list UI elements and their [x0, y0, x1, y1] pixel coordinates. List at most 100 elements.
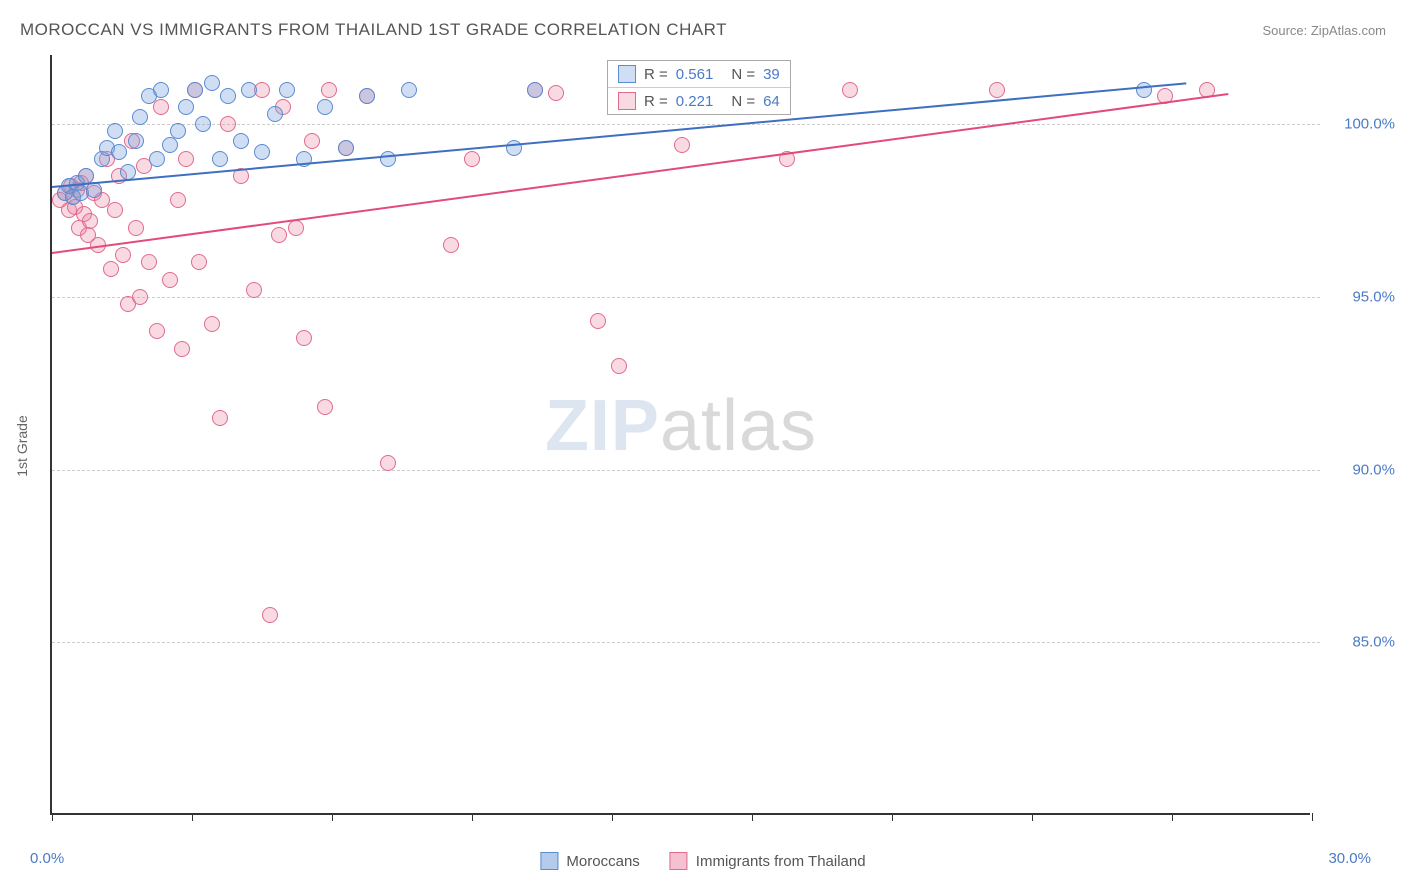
watermark: ZIPatlas: [545, 385, 817, 467]
data-point: [317, 99, 333, 115]
x-tick-mark: [1032, 813, 1033, 821]
data-point: [267, 106, 283, 122]
data-point: [380, 455, 396, 471]
stat-n-value: 39: [763, 66, 780, 83]
data-point: [246, 282, 262, 298]
data-point: [178, 151, 194, 167]
x-axis-min-label: 0.0%: [30, 850, 64, 867]
data-point: [149, 151, 165, 167]
data-point: [254, 144, 270, 160]
legend-item: Immigrants from Thailand: [670, 852, 866, 870]
stat-box: R = 0.561N = 39R = 0.221N = 64: [607, 60, 791, 115]
data-point: [220, 116, 236, 132]
legend-swatch: [670, 852, 688, 870]
data-point: [279, 82, 295, 98]
stat-n-label: N =: [731, 66, 755, 83]
data-point: [204, 75, 220, 91]
data-point: [304, 133, 320, 149]
data-point: [153, 99, 169, 115]
gridline: [52, 642, 1320, 643]
chart-header: MOROCCAN VS IMMIGRANTS FROM THAILAND 1ST…: [20, 20, 1386, 40]
data-point: [187, 82, 203, 98]
data-point: [271, 227, 287, 243]
stat-r-label: R =: [644, 66, 668, 83]
y-tick-label: 90.0%: [1320, 461, 1395, 478]
data-point: [464, 151, 480, 167]
stat-row: R = 0.561N = 39: [608, 61, 790, 87]
data-point: [548, 85, 564, 101]
data-point: [241, 82, 257, 98]
stat-n-value: 64: [763, 93, 780, 110]
data-point: [338, 140, 354, 156]
bottom-legend: Moroccans Immigrants from Thailand: [540, 852, 865, 870]
data-point: [170, 192, 186, 208]
data-point: [132, 109, 148, 125]
data-point: [204, 316, 220, 332]
data-point: [162, 137, 178, 153]
data-point: [103, 261, 119, 277]
data-point: [262, 607, 278, 623]
data-point: [195, 116, 211, 132]
stat-r-label: R =: [644, 93, 668, 110]
data-point: [191, 254, 207, 270]
plot-area: ZIPatlas 100.0%95.0%90.0%85.0%R = 0.561N…: [50, 55, 1310, 815]
data-point: [443, 237, 459, 253]
data-point: [611, 358, 627, 374]
data-point: [128, 220, 144, 236]
data-point: [989, 82, 1005, 98]
data-point: [107, 202, 123, 218]
data-point: [233, 133, 249, 149]
data-point: [674, 137, 690, 153]
legend-label: Immigrants from Thailand: [696, 853, 866, 870]
data-point: [842, 82, 858, 98]
legend-label: Moroccans: [566, 853, 639, 870]
data-point: [321, 82, 337, 98]
data-point: [115, 247, 131, 263]
x-tick-mark: [892, 813, 893, 821]
x-tick-mark: [52, 813, 53, 821]
data-point: [1136, 82, 1152, 98]
data-point: [128, 133, 144, 149]
data-point: [359, 88, 375, 104]
legend-swatch: [618, 92, 636, 110]
data-point: [82, 213, 98, 229]
gridline: [52, 297, 1320, 298]
x-tick-mark: [1172, 813, 1173, 821]
stat-r-value: 0.221: [676, 93, 714, 110]
gridline: [52, 470, 1320, 471]
data-point: [178, 99, 194, 115]
source-label: Source: ZipAtlas.com: [1262, 23, 1386, 38]
data-point: [317, 399, 333, 415]
y-tick-label: 100.0%: [1320, 116, 1395, 133]
y-tick-label: 95.0%: [1320, 288, 1395, 305]
data-point: [141, 254, 157, 270]
data-point: [153, 82, 169, 98]
data-point: [527, 82, 543, 98]
gridline: [52, 124, 1320, 125]
data-point: [296, 330, 312, 346]
chart-title: MOROCCAN VS IMMIGRANTS FROM THAILAND 1ST…: [20, 20, 727, 40]
x-tick-mark: [612, 813, 613, 821]
x-tick-mark: [192, 813, 193, 821]
data-point: [132, 289, 148, 305]
legend-item: Moroccans: [540, 852, 639, 870]
data-point: [170, 123, 186, 139]
x-tick-mark: [752, 813, 753, 821]
data-point: [220, 88, 236, 104]
stat-row: R = 0.221 N = 64: [608, 87, 790, 114]
legend-swatch: [540, 852, 558, 870]
data-point: [111, 144, 127, 160]
data-point: [590, 313, 606, 329]
data-point: [380, 151, 396, 167]
data-point: [174, 341, 190, 357]
x-tick-mark: [472, 813, 473, 821]
x-tick-mark: [332, 813, 333, 821]
stat-n-label: N =: [731, 93, 755, 110]
y-tick-label: 85.0%: [1320, 634, 1395, 651]
legend-swatch: [618, 65, 636, 83]
x-tick-mark: [1312, 813, 1313, 821]
data-point: [162, 272, 178, 288]
data-point: [149, 323, 165, 339]
data-point: [107, 123, 123, 139]
data-point: [212, 410, 228, 426]
